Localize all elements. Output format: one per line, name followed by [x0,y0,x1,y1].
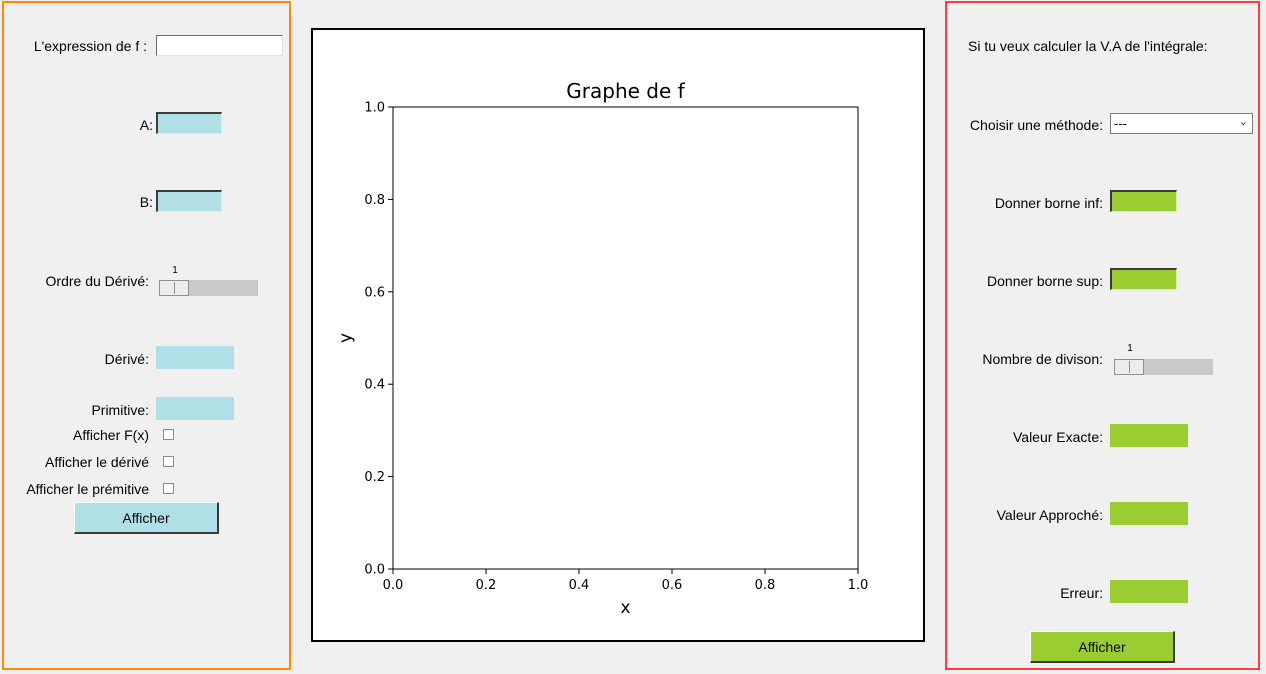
y-axis-label: y [336,333,356,343]
show-f-label: Afficher F(x) [73,427,149,443]
show-graph-button[interactable]: Afficher [74,502,219,534]
divisions-slider[interactable]: 1 [1113,342,1213,376]
x-tick-label: 0.6 [662,578,683,593]
upper-bound-label: Donner borne sup: [987,273,1103,289]
integral-heading: Si tu veux calculer la V.A de l'intégral… [968,38,1208,54]
method-select[interactable]: --- ⌄ [1110,113,1253,134]
order-label: Ordre du Dérivé: [45,273,149,289]
approx-value-output [1110,502,1188,525]
exact-value-output [1110,424,1188,447]
y-tick-label: 0.4 [364,378,385,393]
function-panel [2,1,291,670]
y-tick-label: 0.8 [364,193,385,208]
order-slider[interactable]: 1 [158,264,258,298]
b-label: B: [139,194,153,210]
exact-value-label: Valeur Exacte: [1012,429,1103,445]
show-derivative-label: Afficher le dérivé [44,454,149,470]
y-tick-label: 1.0 [364,101,385,116]
x-tick-label: 0.8 [755,578,776,593]
divisions-slider-handle[interactable] [1114,359,1144,375]
show-primitive-checkbox[interactable] [163,483,174,494]
upper-bound-input[interactable] [1110,268,1177,290]
show-derivative-checkbox[interactable] [163,456,174,467]
function-plot: Graphe de f x y 0.0 0.2 0.4 0.6 0.8 1.0 0.00.… [336,79,869,618]
x-tick-label: 0.4 [569,578,590,593]
divisions-label: Nombre de divison: [982,351,1103,367]
plot-area [392,106,859,570]
primitive-output [156,397,234,420]
y-tick-label: 0.6 [364,285,385,300]
lower-bound-input[interactable] [1110,190,1177,212]
method-selected-value: --- [1114,116,1127,131]
b-input[interactable] [156,190,222,212]
integral-panel [945,1,1260,670]
x-axis: 0.0 0.2 0.4 0.6 0.8 1.0 [383,569,869,593]
x-axis-label: x [620,598,630,618]
show-primitive-label: Afficher le prémitive [26,481,149,497]
x-tick-label: 0.0 [383,578,404,593]
show-f-checkbox[interactable] [163,429,174,440]
y-axis: 0.0 0.2 0.4 0.6 0.8 1.0 [364,101,393,578]
y-tick-label: 0.2 [364,470,385,485]
y-tick-label: 0.0 [364,563,385,578]
derivative-label: Dérivé: [104,351,149,367]
a-label: A: [139,117,153,133]
compute-integral-button[interactable]: Afficher [1030,631,1175,663]
plot-title: Graphe de f [566,79,685,103]
order-slider-value: 1 [172,265,178,276]
order-slider-handle[interactable] [159,280,189,296]
approx-value-label: Valeur Approché: [996,507,1103,523]
error-output [1110,580,1188,603]
method-label: Choisir une méthode: [969,117,1103,133]
a-input[interactable] [156,112,222,134]
expression-input[interactable] [156,35,283,56]
x-tick-label: 1.0 [848,578,869,593]
lower-bound-label: Donner borne inf: [994,195,1103,211]
primitive-label: Primitive: [91,402,149,418]
x-tick-label: 0.2 [476,578,497,593]
derivative-output [156,346,234,369]
graph-frame: Graphe de f x y 0.0 0.2 0.4 0.6 0.8 1.0 0.0 0.… [311,28,925,642]
expression-label: L'expression de f : [33,38,147,54]
chevron-down-icon: ⌄ [1238,116,1248,128]
divisions-slider-value: 1 [1127,343,1133,354]
error-label: Erreur: [1060,585,1103,601]
